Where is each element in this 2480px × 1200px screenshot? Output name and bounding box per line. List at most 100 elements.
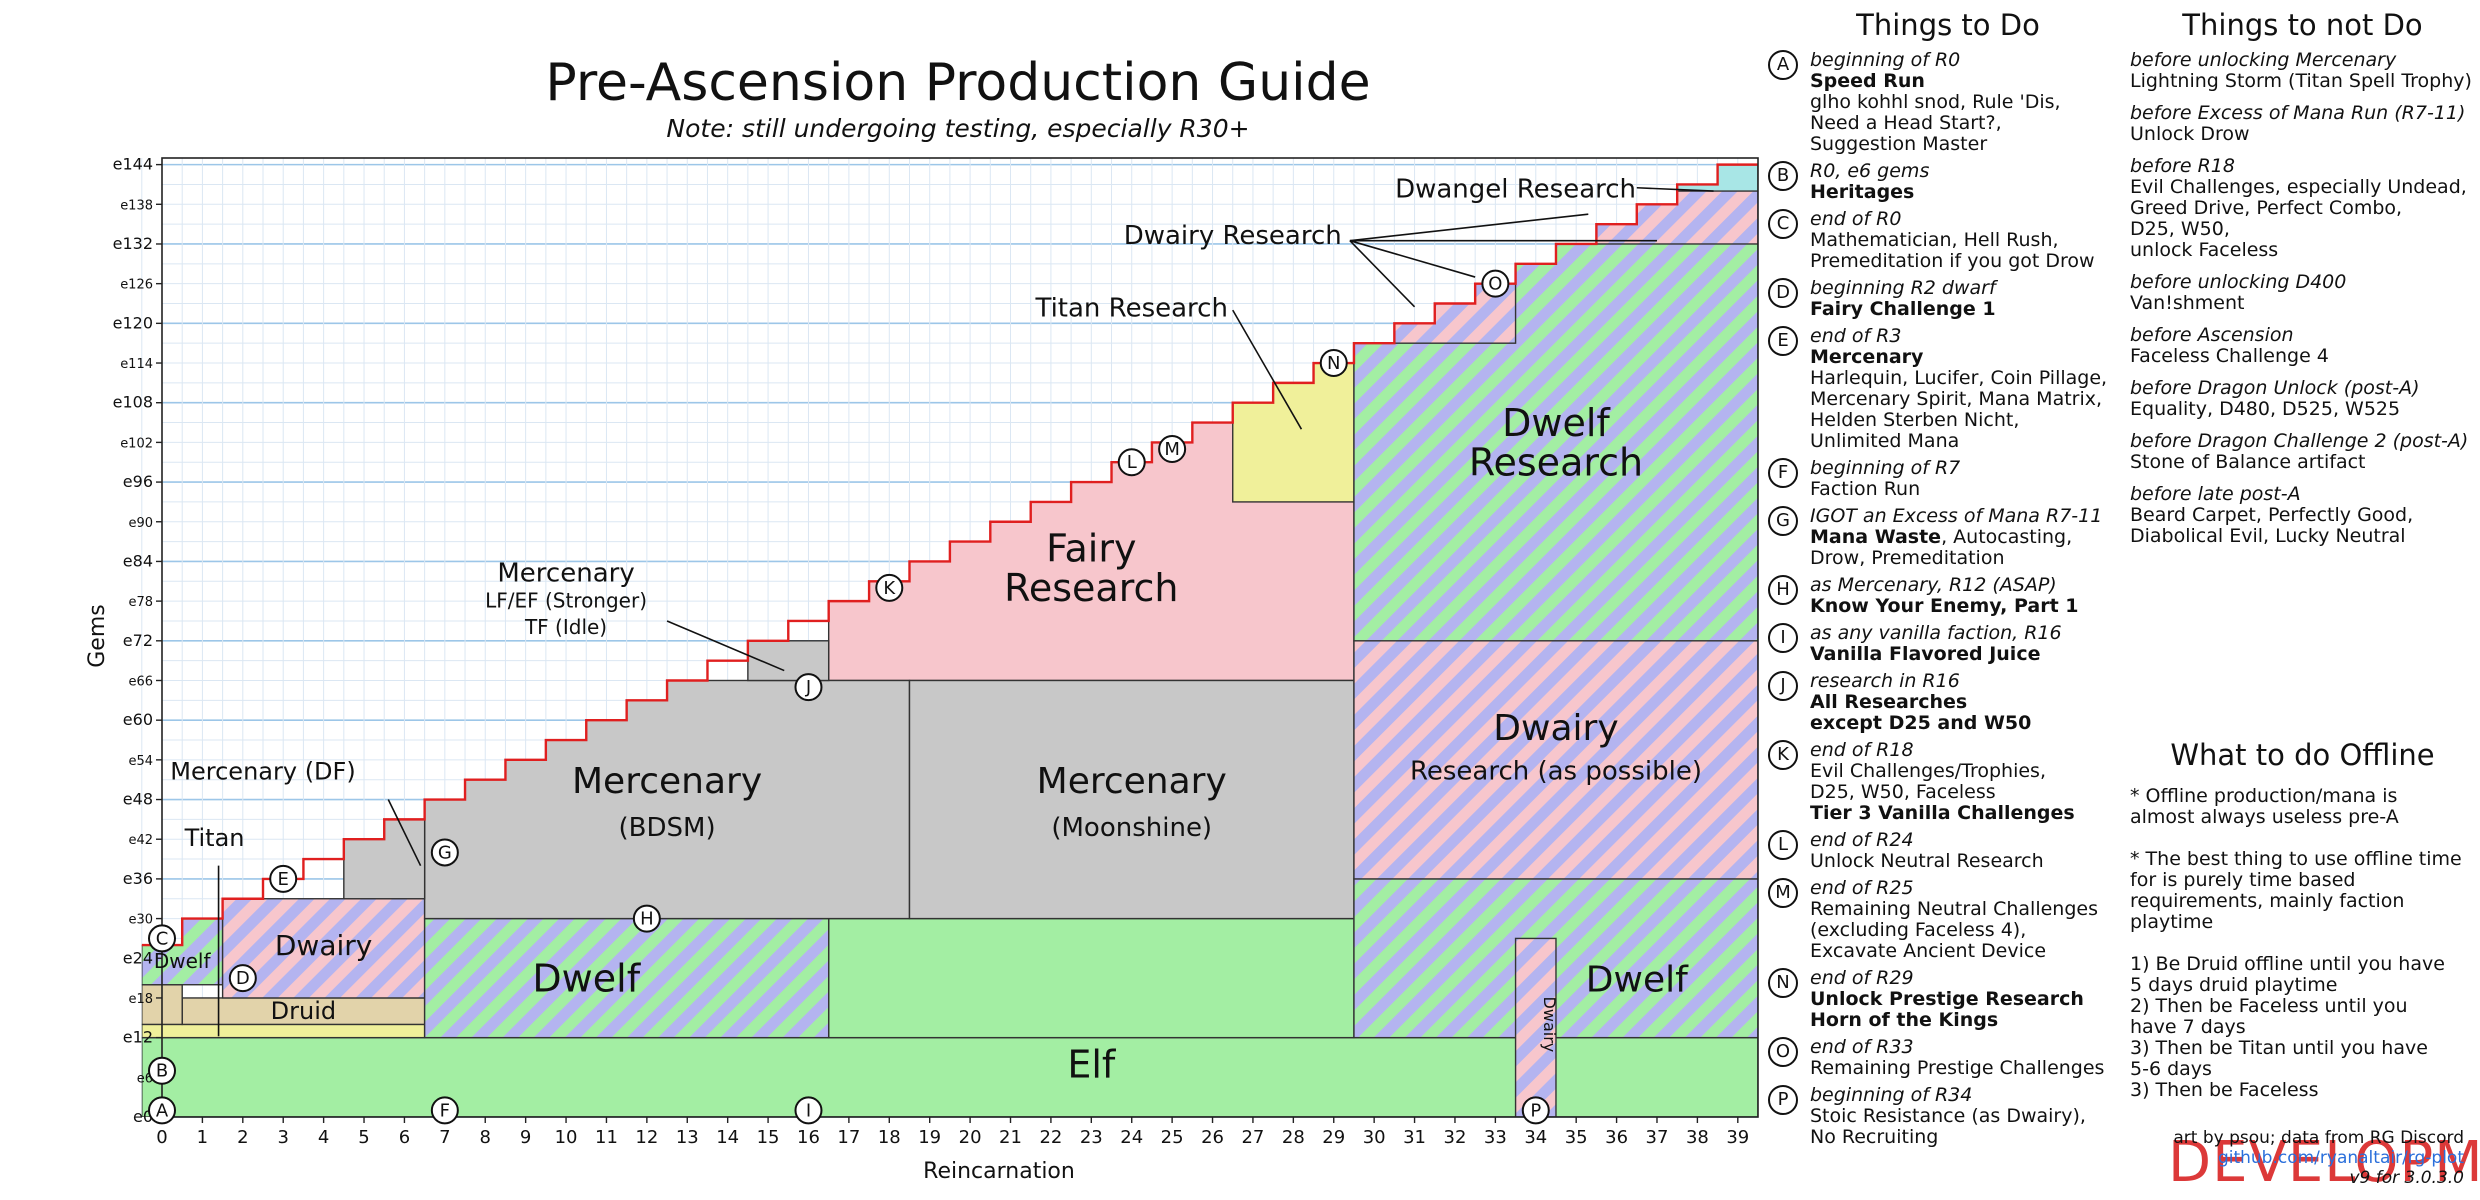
milestone-c: C xyxy=(148,924,176,953)
not-item-4: before Ascension Faceless Challenge 4 xyxy=(2130,325,2475,367)
todo-rich-bold: Mana Waste xyxy=(1810,526,1942,548)
circled-letter-icon: L xyxy=(1768,830,1798,860)
x-tick-label: 12 xyxy=(635,1127,658,1148)
y-tick-label: e114 xyxy=(120,357,153,372)
x-tick-label: 37 xyxy=(1646,1127,1669,1148)
annotation-dwairy-research-leader xyxy=(1349,213,1589,242)
milestone-o: O xyxy=(1481,269,1510,298)
x-tick-label: 33 xyxy=(1484,1127,1507,1148)
x-tick-label: 2 xyxy=(237,1127,248,1148)
todo-when: end of R33 xyxy=(1810,1036,1914,1058)
not-when: before Dragon Unlock (post-A) xyxy=(2130,377,2420,399)
todo-text: Harlequin, Lucifer, Coin Pillage, Mercen… xyxy=(1810,367,2108,452)
milestone-label: I xyxy=(806,1100,811,1121)
milestone-label: M xyxy=(1164,439,1180,460)
axes: e0e6e12e18e24e30e36e42e48e54e60e66e72e78… xyxy=(113,155,1759,1148)
y-axis-label: Gems xyxy=(85,604,110,667)
chart-subtitle: Note: still undergoing testing, especial… xyxy=(666,114,1249,143)
y-tick-label: e78 xyxy=(128,595,153,610)
circled-letter-icon: G xyxy=(1768,506,1798,536)
label-dwelf-bottom: Dwelf xyxy=(1586,959,1689,1000)
not-when: before R18 xyxy=(2130,155,2235,177)
annotation-mercenary-df-leader xyxy=(387,799,422,867)
x-tick-label: 29 xyxy=(1322,1127,1345,1148)
production-regions xyxy=(141,164,1758,1118)
milestone-label: J xyxy=(805,677,811,698)
annotation-dwairy-research-leader xyxy=(1349,239,1476,278)
todo-item-g: G IGOT an Excess of Mana R7-11 Mana Waste,… xyxy=(1768,506,2108,569)
credits: art by psou; data from RG Discord github… xyxy=(2173,1128,2464,1188)
circled-letter-icon xyxy=(430,838,459,867)
todo-when: end of R0 xyxy=(1810,208,1902,230)
circled-letter-icon xyxy=(1117,448,1146,477)
y-tick-label: e90 xyxy=(128,516,153,531)
todo-text: Mathematician, Hell Rush, Premeditation … xyxy=(1810,229,2095,272)
annotations: Titan Research Dwairy Research Dwangel Res… xyxy=(170,175,1714,1037)
y-tick-label: e84 xyxy=(123,551,153,570)
todo-bold-after: Tier 3 Vanilla Challenges xyxy=(1810,802,2075,824)
circled-letter-icon: J xyxy=(1768,671,1798,701)
x-tick-label: 30 xyxy=(1363,1127,1386,1148)
milestone-label: C xyxy=(156,928,169,949)
not-what: Evil Challenges, especially Undead, Gree… xyxy=(2130,176,2467,261)
development-watermark: DEVELOPMENT xyxy=(2168,1130,2480,1195)
circled-letter-icon: H xyxy=(1768,575,1798,605)
label-merc-bdsm-sub: (BDSM) xyxy=(619,813,716,843)
todo-text: Evil Challenges/Trophies, D25, W50, Face… xyxy=(1810,760,2046,803)
x-tick-label: 27 xyxy=(1241,1127,1264,1148)
todo-when: beginning R2 dwarf xyxy=(1810,277,1996,299)
things-to-do-title: Things to Do xyxy=(1856,8,2040,42)
x-tick-label: 7 xyxy=(439,1127,450,1148)
credit-link[interactable]: github.com/ryanaltair/rg-plot xyxy=(2217,1148,2464,1168)
todo-text: Remaining Prestige Challenges xyxy=(1810,1057,2105,1079)
label-merc-bdsm: Mercenary xyxy=(572,761,762,802)
milestone-label: O xyxy=(1488,274,1502,295)
annotation-titan-research-leader xyxy=(1232,309,1303,430)
y-tick-label: e60 xyxy=(123,710,153,729)
label-dwelf-r0: Dwelf xyxy=(154,949,212,973)
not-item-6: before Dragon Challenge 2 (post-A) Stone … xyxy=(2130,431,2475,473)
not-what: Beard Carpet, Perfectly Good, Diabolical… xyxy=(2130,504,2414,547)
milestones: AB C D E F G H I J K L M N O P xyxy=(148,269,1550,1125)
milestone-label: B xyxy=(156,1061,168,1082)
not-when: before unlocking Mercenary xyxy=(2130,49,2397,71)
y-tick-label: e126 xyxy=(120,278,153,293)
y-tick-label: e12 xyxy=(123,1028,153,1047)
circled-letter-icon: B xyxy=(1768,161,1798,191)
label-dwairy-col: Dwairy xyxy=(1540,997,1559,1053)
todo-text: Faction Run xyxy=(1810,478,1921,500)
milestone-k: K xyxy=(875,573,904,602)
x-tick-label: 38 xyxy=(1686,1127,1709,1148)
x-axis-label: Reincarnation xyxy=(923,1159,1075,1184)
label-dwelf-mid: Dwelf xyxy=(532,956,641,1000)
milestone-label: F xyxy=(440,1100,450,1121)
milestone-m: M xyxy=(1158,435,1187,464)
circled-letter-icon: I xyxy=(1768,623,1798,653)
x-tick-label: 34 xyxy=(1524,1127,1547,1148)
todo-when: as any vanilla faction, R16 xyxy=(1810,622,2062,644)
todo-when: research in R16 xyxy=(1810,670,1960,692)
annotation-dwangel-research-leader xyxy=(1636,186,1714,192)
y-tick-label: e144 xyxy=(113,155,153,174)
y-tick-label: e30 xyxy=(128,913,153,928)
circled-letter-icon xyxy=(269,864,298,893)
milestone-f: F xyxy=(430,1096,459,1125)
things-not-to-do-title: Things to not Do xyxy=(2182,8,2423,42)
not-what: Equality, D480, D525, W525 xyxy=(2130,398,2401,420)
region-dwairy-col xyxy=(1514,937,1557,1118)
x-tick-label: 4 xyxy=(318,1127,329,1148)
x-tick-label: 19 xyxy=(918,1127,941,1148)
offline-panel: What to do Offline * Offline production/… xyxy=(2130,738,2475,1101)
todo-rich: Mana Waste, Autocasting, xyxy=(1810,526,2073,548)
todo-text: Stoic Resistance (as Dwairy), No Recruit… xyxy=(1810,1105,2086,1148)
label-merc-moon-sub: (Moonshine) xyxy=(1051,813,1212,843)
circled-letter-icon xyxy=(632,904,661,933)
y-tick-label: e54 xyxy=(128,754,153,769)
label-dwairy-early: Dwairy xyxy=(275,929,372,962)
x-tick-label: 15 xyxy=(757,1127,780,1148)
x-tick-label: 17 xyxy=(837,1127,860,1148)
x-tick-label: 5 xyxy=(358,1127,369,1148)
circled-letter-icon: O xyxy=(1768,1037,1798,1067)
